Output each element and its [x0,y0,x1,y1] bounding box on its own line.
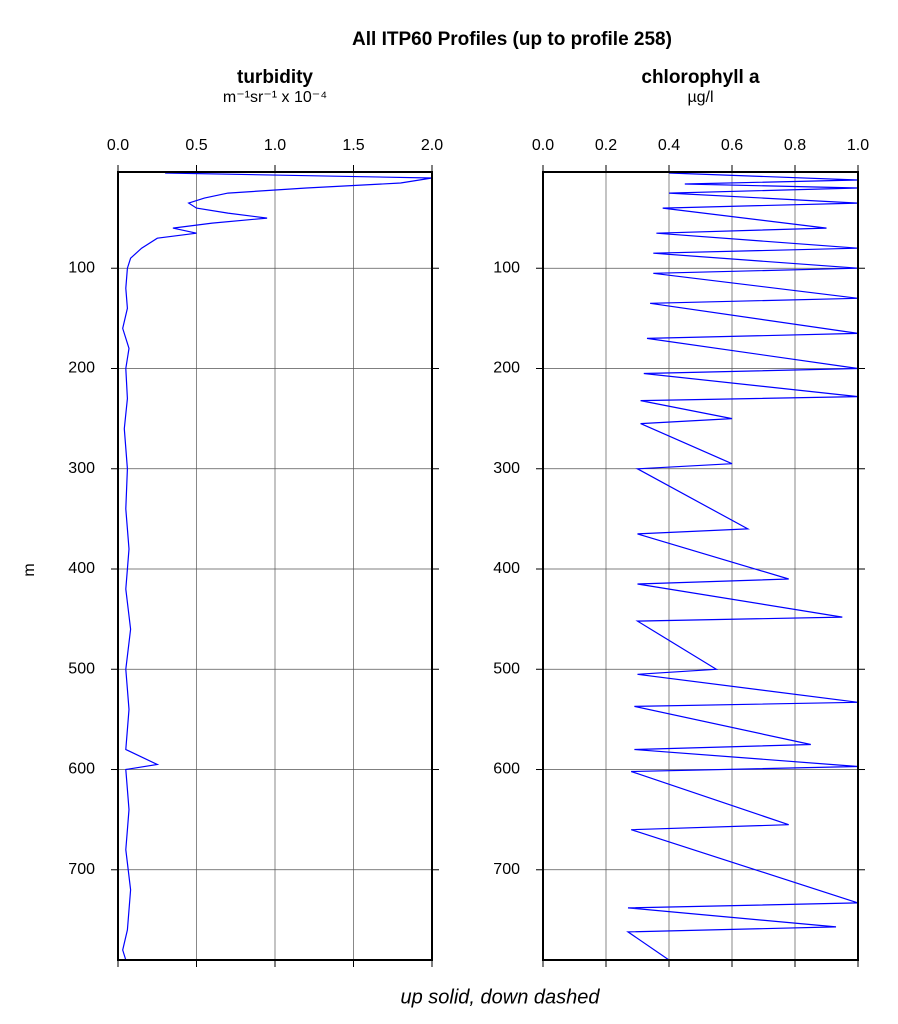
y-tick-label: 300 [493,460,520,477]
y-tick-label: 400 [68,560,95,577]
y-tick-label: 500 [493,660,520,677]
y-tick-label: 100 [68,259,95,276]
x-tick-label: 0.4 [658,137,680,154]
x-tick-label: 0.0 [532,137,554,154]
y-tick-label: 700 [68,861,95,878]
y-tick-label: 400 [493,560,520,577]
y-tick-label: 100 [493,259,520,276]
y-tick-label: 600 [493,761,520,778]
profile-line [626,172,859,961]
x-tick-label: 0.6 [721,137,743,154]
y-tick-label: 500 [68,660,95,677]
x-tick-label: 0.5 [185,137,207,154]
y-tick-label: 200 [493,360,520,377]
panel-subtitle: µg/l [687,89,713,106]
panel-title: chlorophyll a [641,67,760,88]
y-tick-label: 200 [68,360,95,377]
caption: up solid, down dashed [400,986,600,1008]
x-tick-label: 1.0 [264,137,286,154]
plot-frame [117,171,433,961]
profile-line [122,172,433,961]
x-tick-label: 2.0 [421,137,443,154]
x-tick-label: 0.0 [107,137,129,154]
panel-title: turbidity [237,67,313,88]
plot-frame [542,171,859,961]
y-tick-label: 300 [68,460,95,477]
y-tick-label: 600 [68,761,95,778]
y-tick-label: 700 [493,861,520,878]
y-axis-label: m [21,563,38,576]
x-tick-label: 0.2 [595,137,617,154]
x-tick-label: 1.5 [342,137,364,154]
x-tick-label: 0.8 [784,137,806,154]
x-tick-label: 1.0 [847,137,869,154]
panel-subtitle: m⁻¹sr⁻¹ x 10⁻⁴ [223,89,327,106]
page-title: All ITP60 Profiles (up to profile 258) [352,29,672,50]
